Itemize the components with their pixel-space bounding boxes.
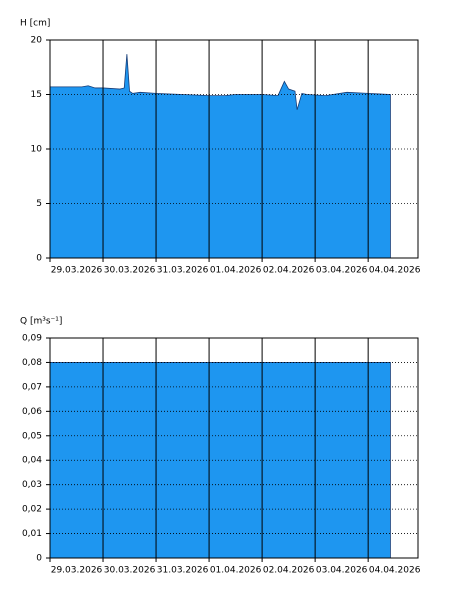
y-axis-title: H [cm] (20, 19, 50, 29)
y-tick-label: 0,08 (22, 358, 42, 368)
x-tick-label: 02.04.2026 (263, 266, 315, 276)
y-tick-label: 5 (36, 199, 42, 209)
area (49, 54, 391, 259)
y-tick-label: 0,01 (22, 529, 42, 539)
x-tick-label: 01.04.2026 (210, 266, 262, 276)
y-tick-label: 20 (31, 36, 43, 46)
x-tick-label: 01.04.2026 (210, 566, 262, 576)
x-tick-label: 02.04.2026 (263, 566, 315, 576)
x-tick-label: 03.04.2026 (316, 566, 368, 576)
y-tick-label: 15 (31, 90, 42, 100)
x-tick-label: 30.03.2026 (104, 266, 156, 276)
y-tick-label: 0,02 (22, 505, 42, 515)
y-tick-label: 0,05 (22, 431, 42, 441)
y-tick-label: 0 (36, 554, 42, 564)
y-tick-label: 0,04 (22, 456, 42, 466)
y-tick-label: 0,07 (22, 382, 42, 392)
y-tick-label: 0,06 (22, 407, 42, 417)
plot-frame (49, 39, 419, 259)
x-tick-label: 31.03.2026 (157, 566, 209, 576)
x-tick-label: 30.03.2026 (104, 566, 156, 576)
plot-frame (49, 337, 419, 559)
y-tick-label: 0,09 (22, 334, 42, 344)
x-tick-label: 29.03.2026 (51, 566, 103, 576)
y-tick-label: 0 (36, 254, 42, 264)
x-tick-label: 29.03.2026 (51, 266, 103, 276)
x-tick-label: 04.04.2026 (369, 566, 421, 576)
x-tick-label: 31.03.2026 (157, 266, 209, 276)
y-tick-label: 10 (31, 145, 43, 155)
y-tick-label: 0,03 (22, 480, 42, 490)
y-axis-title: Q [m³s⁻¹] (20, 317, 62, 327)
x-tick-label: 03.04.2026 (316, 266, 368, 276)
x-tick-label: 04.04.2026 (369, 266, 421, 276)
